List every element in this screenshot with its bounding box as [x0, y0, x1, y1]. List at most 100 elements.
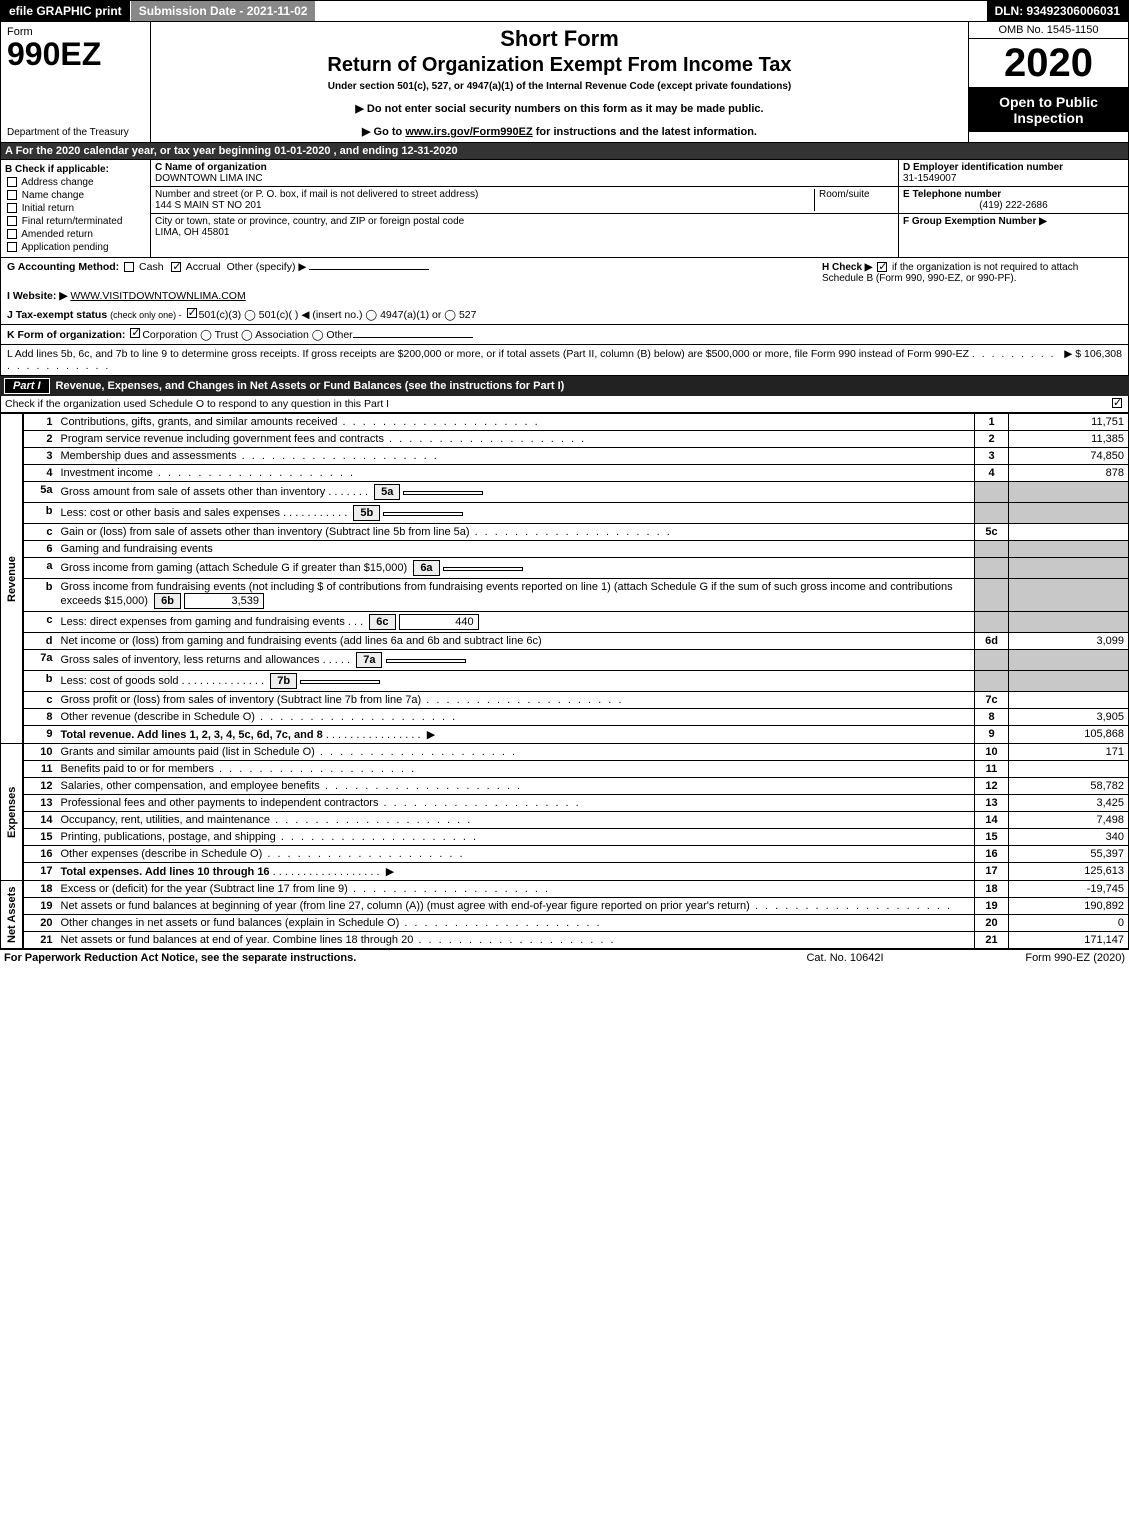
lines-table: Revenue 1Contributions, gifts, grants, a… — [0, 413, 1129, 949]
checkbox-icon[interactable] — [1112, 398, 1122, 408]
chk-label: Application pending — [21, 242, 108, 253]
j-options: 501(c)(3) ◯ 501(c)( ) ◀ (insert no.) ◯ 4… — [199, 309, 477, 321]
line-desc-sub: Gross income from gaming (attach Schedul… — [57, 558, 975, 579]
line-rnum: 1 — [975, 414, 1009, 431]
checkbox-icon[interactable] — [877, 262, 887, 272]
chk-name-change[interactable]: Name change — [5, 190, 146, 201]
top-bar: efile GRAPHIC print Submission Date - 20… — [0, 0, 1129, 22]
table-row: bLess: cost or other basis and sales exp… — [1, 503, 1129, 524]
line-rnum: 16 — [975, 846, 1009, 863]
table-row: 9Total revenue. Add lines 1, 2, 3, 4, 5c… — [1, 726, 1129, 744]
ein-value: 31-1549007 — [903, 173, 1124, 184]
ein-label: D Employer identification number — [903, 162, 1124, 173]
g-other-input[interactable] — [309, 269, 429, 270]
line-rnum: 3 — [975, 448, 1009, 465]
line-num: 19 — [23, 898, 57, 915]
line-desc-sub: Gross sales of inventory, less returns a… — [57, 650, 975, 671]
page-footer: For Paperwork Reduction Act Notice, see … — [0, 949, 1129, 966]
irs-link[interactable]: www.irs.gov/Form990EZ — [405, 126, 532, 138]
line-desc: Grants and similar amounts paid (list in… — [57, 744, 975, 761]
line-rval: 3,905 — [1009, 709, 1129, 726]
checkbox-icon[interactable] — [130, 328, 140, 338]
side-revenue: Revenue — [1, 414, 23, 744]
line-rnum: 2 — [975, 431, 1009, 448]
line-rnum: 5c — [975, 524, 1009, 541]
paperwork-notice: For Paperwork Reduction Act Notice, see … — [4, 952, 745, 964]
city-value: LIMA, OH 45801 — [155, 227, 894, 238]
line-desc: Other expenses (describe in Schedule O) — [57, 846, 975, 863]
table-row: aGross income from gaming (attach Schedu… — [1, 558, 1129, 579]
form-header: Form 990EZ Department of the Treasury Sh… — [0, 22, 1129, 143]
line-desc: Gaming and fundraising events — [57, 541, 975, 558]
line-rval: 190,892 — [1009, 898, 1129, 915]
k-label: K Form of organization: — [7, 329, 125, 341]
line-rnum: 19 — [975, 898, 1009, 915]
chk-initial-return[interactable]: Initial return — [5, 203, 146, 214]
checkbox-icon[interactable] — [7, 203, 17, 213]
table-row: cGain or (loss) from sale of assets othe… — [1, 524, 1129, 541]
checkbox-icon[interactable] — [124, 262, 134, 272]
line-rnum: 20 — [975, 915, 1009, 932]
row-i: I Website: ▶ WWW.VISITDOWNTOWNLIMA.COM — [1, 287, 1128, 305]
chk-final-return[interactable]: Final return/terminated — [5, 216, 146, 227]
k-other-input[interactable] — [353, 337, 473, 338]
table-row: 15Printing, publications, postage, and s… — [1, 829, 1129, 846]
line-rnum: 14 — [975, 812, 1009, 829]
tax-year: 2020 — [969, 39, 1128, 88]
grey-cell — [1009, 558, 1129, 579]
line-num: 14 — [23, 812, 57, 829]
row-j: J Tax-exempt status (check only one) - 5… — [1, 305, 1128, 324]
checkbox-icon[interactable] — [7, 242, 17, 252]
line-desc: Gross profit or (loss) from sales of inv… — [57, 692, 975, 709]
table-row: Expenses 10Grants and similar amounts pa… — [1, 744, 1129, 761]
checkbox-icon[interactable] — [7, 190, 17, 200]
line-rnum: 18 — [975, 881, 1009, 898]
header-right: OMB No. 1545-1150 2020 Open to Public In… — [968, 22, 1128, 142]
line-desc: Net assets or fund balances at end of ye… — [57, 932, 975, 949]
part1-bar: Part I Revenue, Expenses, and Changes in… — [0, 376, 1129, 396]
line-desc: Professional fees and other payments to … — [57, 795, 975, 812]
line-desc: Investment income — [57, 465, 975, 482]
ein-row: D Employer identification number 31-1549… — [899, 160, 1128, 187]
chk-amended-return[interactable]: Amended return — [5, 229, 146, 240]
grey-cell — [1009, 650, 1129, 671]
header-mid: Short Form Return of Organization Exempt… — [151, 22, 968, 142]
line-num: 12 — [23, 778, 57, 795]
chk-application-pending[interactable]: Application pending — [5, 242, 146, 253]
notice-goto: ▶ Go to www.irs.gov/Form990EZ for instru… — [159, 125, 960, 138]
line-rval: 7,498 — [1009, 812, 1129, 829]
line-rnum: 17 — [975, 863, 1009, 881]
line-rval: 105,868 — [1009, 726, 1129, 744]
grey-cell — [975, 671, 1009, 692]
chk-address-change[interactable]: Address change — [5, 177, 146, 188]
side-net-assets: Net Assets — [1, 881, 23, 949]
line-desc: Printing, publications, postage, and shi… — [57, 829, 975, 846]
checkbox-icon[interactable] — [171, 262, 181, 272]
line-rval: 74,850 — [1009, 448, 1129, 465]
sub-num: 5b — [353, 505, 380, 521]
line-num: 21 — [23, 932, 57, 949]
form-number: 990EZ — [7, 38, 144, 70]
line-rnum: 21 — [975, 932, 1009, 949]
street-row: Number and street (or P. O. box, if mail… — [151, 187, 898, 214]
grey-cell — [975, 612, 1009, 633]
table-row: 3Membership dues and assessments374,850 — [1, 448, 1129, 465]
submission-date-button[interactable]: Submission Date - 2021-11-02 — [131, 1, 317, 21]
line-num: d — [23, 633, 57, 650]
sub-val — [383, 512, 463, 516]
box-d-e-f: D Employer identification number 31-1549… — [898, 160, 1128, 257]
checkbox-icon[interactable] — [7, 216, 17, 226]
sub-val — [386, 659, 466, 663]
row-l: L Add lines 5b, 6c, and 7b to line 9 to … — [1, 344, 1128, 375]
id-block: B Check if applicable: Address change Na… — [0, 160, 1129, 258]
chk-label: Final return/terminated — [22, 216, 123, 227]
checkbox-icon[interactable] — [7, 177, 17, 187]
line-rval: 0 — [1009, 915, 1129, 932]
box-b: B Check if applicable: Address change Na… — [1, 160, 151, 257]
checkbox-icon[interactable] — [187, 308, 197, 318]
row-g-h: G Accounting Method: Cash Accrual Other … — [1, 258, 1128, 287]
checkbox-icon[interactable] — [7, 229, 17, 239]
line-num: c — [23, 612, 57, 633]
website-link[interactable]: WWW.VISITDOWNTOWNLIMA.COM — [70, 290, 245, 302]
efile-button[interactable]: efile GRAPHIC print — [1, 1, 131, 21]
